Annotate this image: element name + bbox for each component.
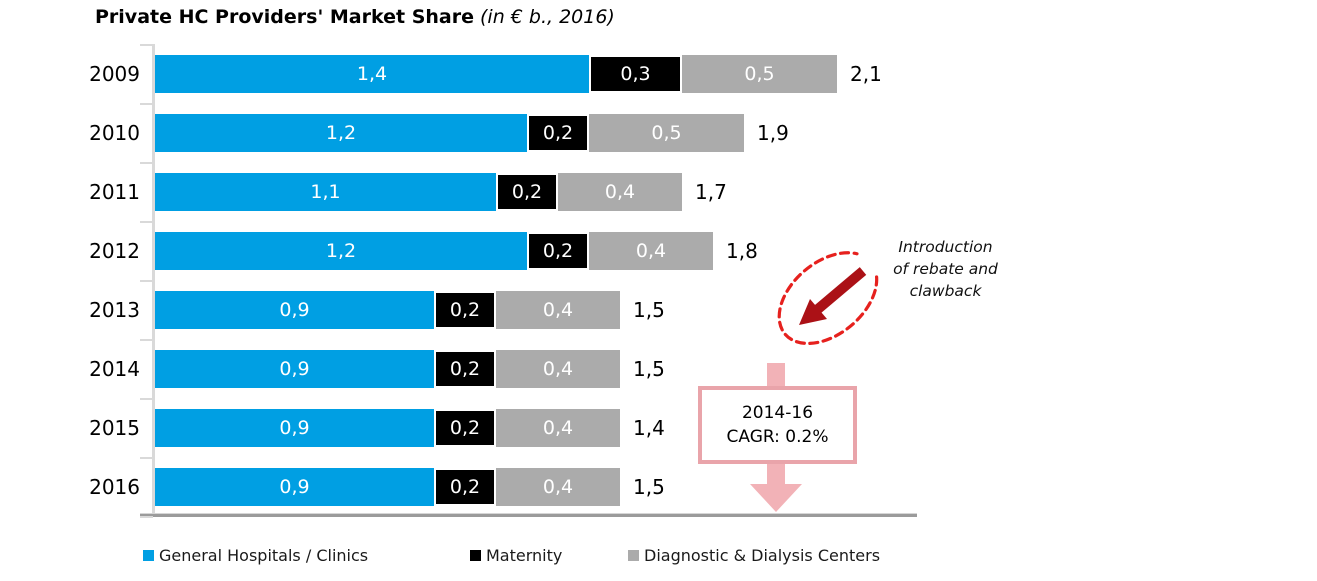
axis-tick (140, 280, 153, 282)
legend-item: Maternity (470, 546, 562, 565)
bar-segment-diagnostic-dialysis-centers: 0,4 (496, 409, 620, 447)
year-label: 2010 (89, 121, 140, 145)
cagr-arrow-head (750, 484, 802, 512)
bar-segment-general-hospitals-clinics: 1,1 (155, 173, 496, 211)
year-label: 2015 (89, 416, 140, 440)
annotation-note-line: clawback (909, 282, 982, 300)
annotation-note-line: of rebate and (893, 260, 998, 278)
bar-row: 0,9 0,2 0,4 1,5 (155, 468, 665, 506)
chart-title: Private HC Providers' Market Share (in € … (95, 6, 615, 28)
axis-tick (140, 221, 153, 223)
bar-segment-maternity: 0,2 (527, 114, 589, 152)
bar-segment-diagnostic-dialysis-centers: 0,4 (496, 350, 620, 388)
bar-segment-general-hospitals-clinics: 0,9 (155, 350, 434, 388)
year-label: 2011 (89, 180, 140, 204)
total-label: 1,5 (633, 357, 665, 381)
bar-segment-maternity: 0,2 (434, 468, 496, 506)
bar-row: 0,9 0,2 0,4 1,5 (155, 350, 665, 388)
bar-segment-diagnostic-dialysis-centers: 0,5 (589, 114, 744, 152)
bar-segment-diagnostic-dialysis-centers: 0,4 (589, 232, 713, 270)
year-label: 2016 (89, 475, 140, 499)
legend-item: General Hospitals / Clinics (143, 546, 368, 565)
axis-tick (140, 398, 153, 400)
cagr-box: 2014-16 CAGR: 0.2% (698, 386, 857, 464)
year-label: 2013 (89, 298, 140, 322)
bar-segment-maternity: 0,3 (589, 55, 682, 93)
total-label: 1,5 (633, 298, 665, 322)
year-label: 2014 (89, 357, 140, 381)
bar-segment-maternity: 0,2 (434, 291, 496, 329)
bar-segment-maternity: 0,2 (527, 232, 589, 270)
bar-row: 1,2 0,2 0,4 1,8 (155, 232, 758, 270)
chart-title-main: Private HC Providers' Market Share (95, 6, 474, 28)
red-arrow-head (799, 299, 827, 325)
bar-segment-general-hospitals-clinics: 0,9 (155, 409, 434, 447)
bar-segment-general-hospitals-clinics: 1,4 (155, 55, 589, 93)
bar-segment-maternity: 0,2 (434, 350, 496, 388)
axis-tick (140, 162, 153, 164)
bar-segment-diagnostic-dialysis-centers: 0,4 (496, 291, 620, 329)
cagr-arrow-stem-bottom (767, 460, 785, 485)
total-label: 2,1 (850, 62, 882, 86)
axis-tick (140, 457, 153, 459)
bar-row: 0,9 0,2 0,4 1,5 (155, 291, 665, 329)
axis-tick (140, 44, 153, 46)
bar-row: 1,1 0,2 0,4 1,7 (155, 173, 727, 211)
dashed-ellipse (777, 251, 879, 345)
legend-label: Maternity (486, 546, 563, 565)
annotation-note: Introduction of rebate and clawback (868, 236, 1023, 302)
cagr-period: 2014-16 (741, 403, 814, 423)
axis-tick (140, 103, 153, 105)
bar-segment-maternity: 0,2 (434, 409, 496, 447)
x-axis-line (140, 513, 917, 517)
annotation-note-line: Introduction (898, 238, 993, 256)
legend-label: Diagnostic & Dialysis Centers (644, 546, 881, 565)
year-label: 2009 (89, 62, 140, 86)
total-label: 1,9 (757, 121, 789, 145)
legend-swatch-black (470, 550, 481, 561)
bar-segment-diagnostic-dialysis-centers: 0,4 (496, 468, 620, 506)
legend-swatch-blue (143, 550, 154, 561)
red-arrow-shaft (814, 267, 867, 313)
chart-title-qualifier: (in € b., 2016) (480, 6, 615, 28)
bar-segment-general-hospitals-clinics: 0,9 (155, 291, 434, 329)
total-label: 1,7 (695, 180, 727, 204)
bar-segment-diagnostic-dialysis-centers: 0,4 (558, 173, 682, 211)
cagr-value: CAGR: 0.2% (726, 427, 829, 447)
bar-row: 0,9 0,2 0,4 1,4 (155, 409, 665, 447)
year-label: 2012 (89, 239, 140, 263)
y-axis-line (152, 44, 155, 517)
bar-row: 1,2 0,2 0,5 1,9 (155, 114, 789, 152)
legend-swatch-gray (628, 550, 639, 561)
bar-segment-general-hospitals-clinics: 1,2 (155, 114, 527, 152)
total-label: 1,4 (633, 416, 665, 440)
cagr-arrow-stem-top (767, 363, 785, 389)
axis-tick (140, 516, 153, 518)
total-label: 1,5 (633, 475, 665, 499)
legend-label: General Hospitals / Clinics (159, 546, 369, 565)
bar-row: 1,4 0,3 0,5 2,1 (155, 55, 882, 93)
bar-segment-diagnostic-dialysis-centers: 0,5 (682, 55, 837, 93)
legend-item: Diagnostic & Dialysis Centers (628, 546, 880, 565)
axis-tick (140, 339, 153, 341)
total-label: 1,8 (726, 239, 758, 263)
bar-segment-general-hospitals-clinics: 1,2 (155, 232, 527, 270)
bar-segment-maternity: 0,2 (496, 173, 558, 211)
bar-segment-general-hospitals-clinics: 0,9 (155, 468, 434, 506)
